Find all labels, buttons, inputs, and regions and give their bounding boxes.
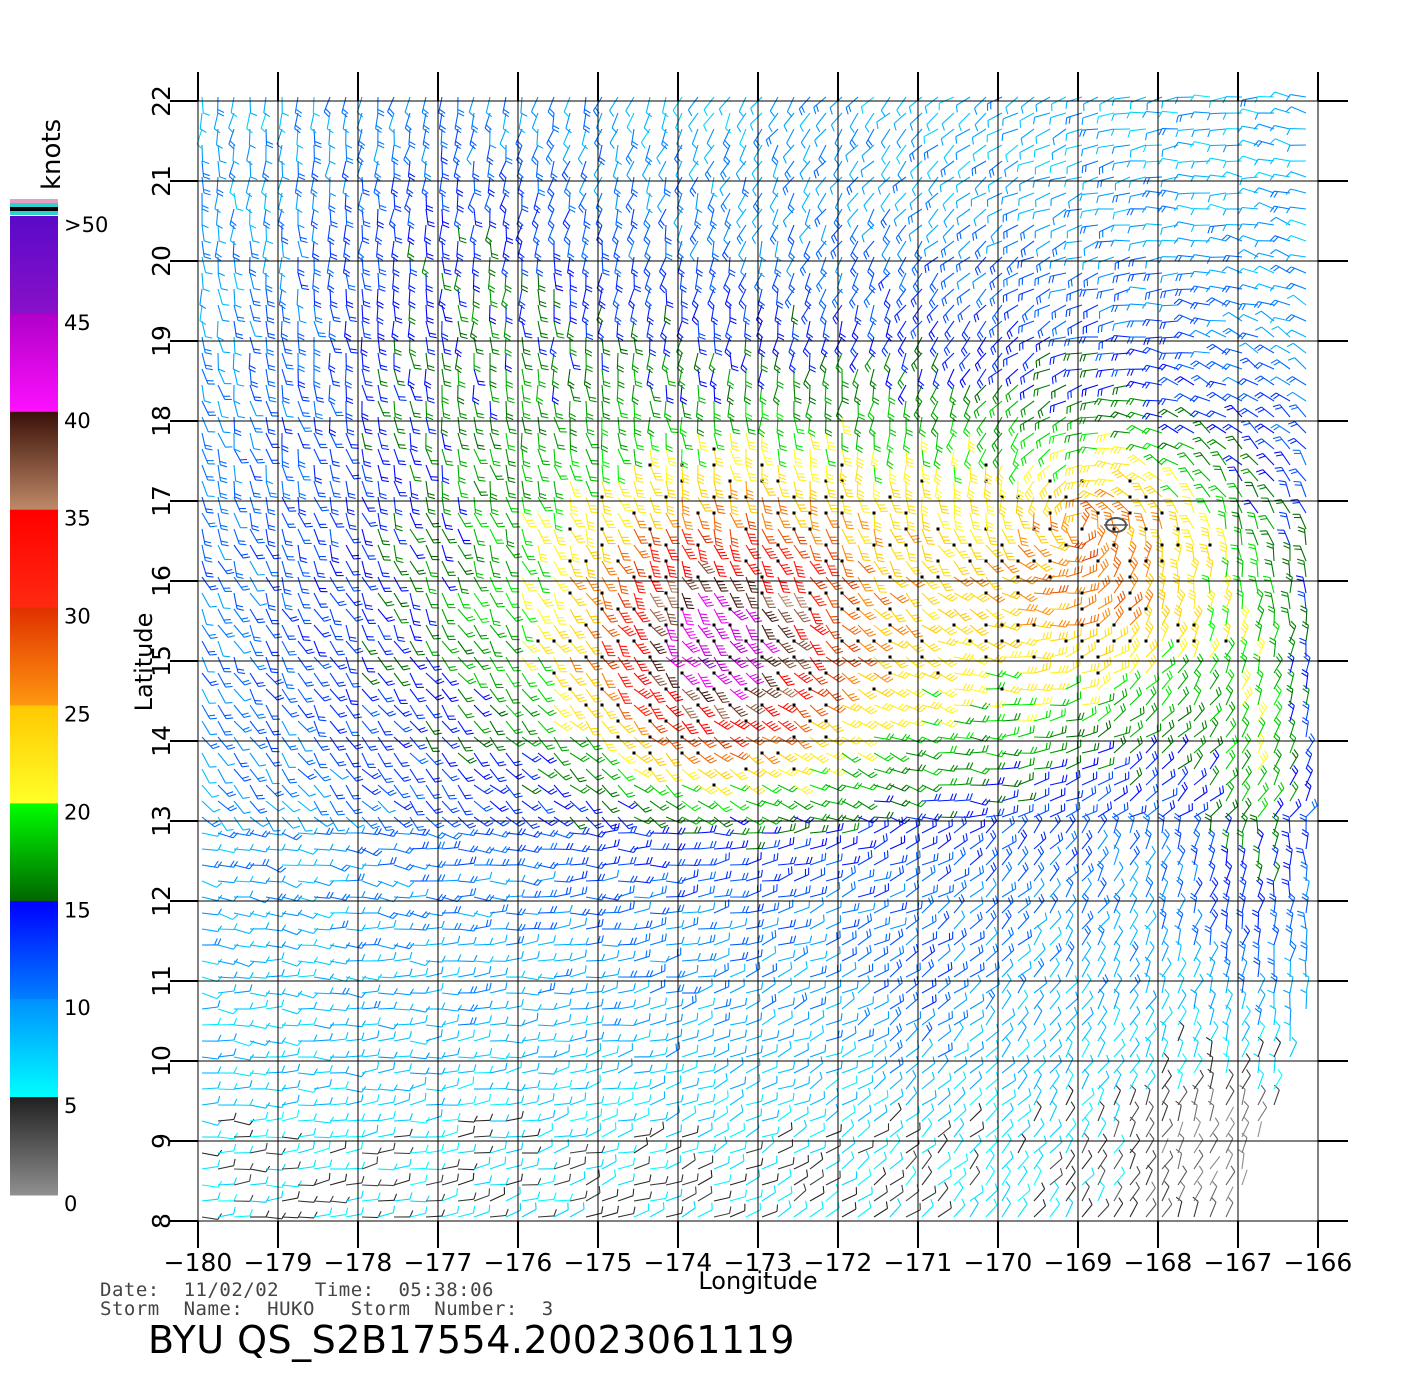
colorbar-label: 15 [64, 898, 91, 922]
y-tick-label: 12 [147, 885, 176, 917]
x-tick-label: −175 [564, 1248, 633, 1277]
x-tick-label: −173 [724, 1248, 793, 1277]
colorbar-band [10, 509, 58, 609]
x-tick-label: −172 [804, 1248, 873, 1277]
colorbar-stripe [10, 203, 58, 207]
y-tick-label: 15 [147, 645, 176, 677]
x-axis-ticks: −180 −179 −178 −177 −176 −175 −174 −173 −172 −171… [164, 72, 1353, 1277]
colorbar-band [10, 216, 58, 315]
y-tick-label: 14 [147, 725, 176, 757]
footer-date-time: Date: 11/02/02 Time: 05:38:06 [100, 1279, 494, 1301]
y-tick-label: 18 [147, 405, 176, 437]
colorbar-label: 0 [64, 1192, 77, 1216]
y-axis-label: Latitude [130, 613, 158, 712]
storm-center-marker [1104, 517, 1128, 533]
colorbar-label: 20 [64, 800, 91, 824]
colorbar-label: 35 [64, 507, 91, 531]
x-tick-label: −179 [244, 1248, 313, 1277]
x-tick-label: −170 [964, 1248, 1033, 1277]
x-tick-label: −166 [1284, 1248, 1353, 1277]
colorbar-label: 10 [64, 996, 91, 1020]
colorbar-stripe [10, 207, 58, 211]
y-tick-label: 22 [147, 85, 176, 117]
y-tick-label: 17 [147, 485, 176, 517]
x-tick-label: −176 [484, 1248, 553, 1277]
colorbar-band [10, 607, 58, 706]
colorbar-label: 40 [64, 409, 91, 433]
colorbar-label: 25 [64, 703, 91, 727]
colorbar-band [10, 1097, 58, 1196]
colorbar-stripe [10, 211, 58, 215]
x-tick-label: −180 [164, 1248, 233, 1277]
y-tick-label: 16 [147, 565, 176, 597]
y-tick-label: 13 [147, 805, 176, 837]
footer-storm-info: Storm Name: HUKO Storm Number: 3 [100, 1298, 554, 1320]
colorbar-band [10, 313, 58, 413]
x-axis-label: Longitude [698, 1267, 817, 1295]
colorbar-label: 5 [64, 1094, 77, 1118]
colorbar-title: knots [37, 119, 67, 190]
y-tick-label: 19 [147, 325, 176, 357]
x-tick-label: −177 [404, 1248, 473, 1277]
colorbar-band [10, 411, 58, 511]
colorbar: >50 45 40 35 30 25 20 15 10 5 0 [10, 199, 108, 1216]
x-tick-label: −168 [1124, 1248, 1193, 1277]
colorbar-band [10, 705, 58, 804]
y-tick-label: 9 [147, 1133, 176, 1149]
footer-title: BYU QS_S2B17554.20023061119 [148, 1318, 795, 1362]
colorbar-band [10, 803, 58, 902]
colorbar-label: 45 [64, 311, 91, 335]
x-tick-label: −169 [1044, 1248, 1113, 1277]
colorbar-stripe [10, 199, 58, 203]
colorbar-band [10, 901, 58, 1000]
x-tick-label: −178 [324, 1248, 393, 1277]
colorbar-label: >50 [64, 213, 108, 237]
y-tick-label: 8 [147, 1213, 176, 1229]
y-tick-label: 10 [147, 1045, 176, 1077]
colorbar-band [10, 999, 58, 1098]
y-axis-ticks: 8 9 10 11 12 13 14 15 16 17 18 19 20 21 22 [147, 85, 1348, 1229]
wind-barbs [196, 91, 1318, 1220]
x-tick-label: −171 [884, 1248, 953, 1277]
x-tick-label: −174 [644, 1248, 713, 1277]
y-tick-label: 21 [147, 165, 176, 197]
x-tick-label: −167 [1204, 1248, 1273, 1277]
y-tick-label: 11 [147, 965, 176, 997]
grid-lines [197, 100, 1319, 1222]
colorbar-label: 30 [64, 605, 91, 629]
y-tick-label: 20 [147, 245, 176, 277]
